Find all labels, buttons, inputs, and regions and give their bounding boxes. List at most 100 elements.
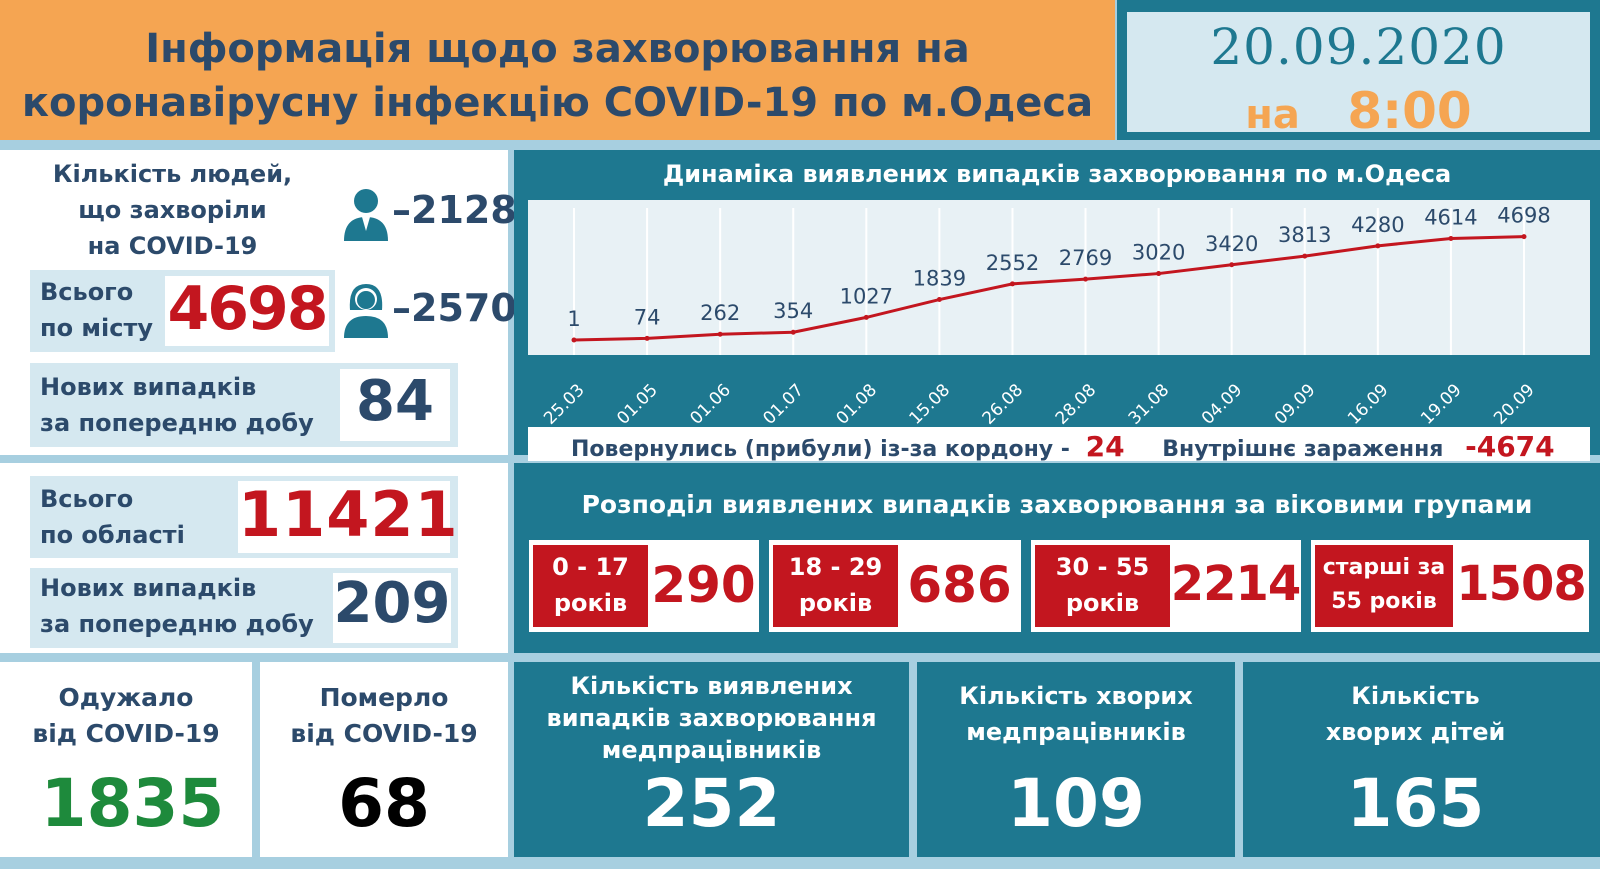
man-icon — [340, 185, 392, 241]
chart-tick-label: 20.09 — [1490, 380, 1539, 425]
city-new-label-line1: Нових випадків — [40, 373, 257, 401]
children-label-line1: Кількість — [1351, 682, 1480, 710]
import-row: Повернулись (прибули) із-за кордону - 24… — [571, 430, 1555, 463]
chart-point — [1302, 253, 1308, 259]
chart-title: Динаміка виявлених випадків захворювання… — [662, 160, 1452, 188]
age-group-label: 18 - 29 років — [773, 545, 898, 627]
chart-point — [1375, 243, 1381, 249]
internal-value: -4674 — [1465, 430, 1555, 463]
recovered-value: 1835 — [40, 765, 225, 842]
chart-data-label: 2769 — [1059, 246, 1112, 270]
returned-value: 24 — [1085, 430, 1125, 463]
header-title: Інформація щодо захворювання на коронаві… — [0, 22, 1115, 130]
sick-label-line1: Кількість людей, — [52, 160, 293, 188]
chart-data-label: 354 — [773, 299, 813, 323]
city-total-label-line1: Всього — [40, 278, 134, 306]
chart-point — [790, 329, 796, 335]
header-title-line2: коронавірусну інфекцію COVID-19 по м.Оде… — [21, 80, 1094, 126]
chart-point — [936, 297, 942, 303]
age-group-line2: років — [1065, 589, 1140, 617]
returned-label: Повернулись (прибули) із-за кордону - — [571, 437, 1070, 462]
medical-sick-value: 109 — [1007, 765, 1145, 842]
header-time: 8:00 — [1347, 82, 1472, 140]
age-title: Розподіл виявлених випадків захворювання… — [581, 490, 1533, 519]
city-new-value: 84 — [356, 369, 434, 434]
chart-tick-label: 19.09 — [1417, 380, 1466, 425]
age-group-line2: 55 років — [1331, 589, 1437, 614]
chart-point — [1448, 235, 1454, 241]
sick-label-line3: на COVID-19 — [87, 232, 258, 260]
region-total-label-line2: по області — [40, 521, 185, 549]
city-new-label-line2: за попередню добу — [40, 409, 314, 437]
region-new-label: Нових випадків за попередню добу — [40, 570, 314, 642]
chart-tick-label: 01.05 — [613, 380, 662, 425]
chart-tick-label: 28.08 — [1052, 380, 1101, 425]
children-label-line2: хворих дітей — [1325, 718, 1506, 746]
city-total-value: 4698 — [167, 274, 329, 344]
chart-data-label: 3020 — [1132, 241, 1185, 265]
children-value: 165 — [1346, 765, 1485, 842]
medical-cases-label-line1: Кількість виявлених — [570, 672, 853, 700]
header-date: 20.09.2020 — [1210, 18, 1507, 76]
chart-data-label: 3813 — [1278, 223, 1331, 247]
chart-point — [1009, 281, 1015, 287]
sick-label-line2: що захворіли — [78, 196, 267, 224]
chart-tick-label: 09.09 — [1271, 380, 1320, 425]
medical-cases-label-line3: медпрацівників — [601, 736, 822, 764]
children-panel — [1243, 662, 1600, 857]
age-group-line1: 30 - 55 — [1055, 553, 1150, 581]
died-label: Померло від COVID-19 — [260, 680, 508, 752]
medical-sick-panel — [917, 662, 1235, 857]
chart-tick-label: 26.08 — [979, 380, 1028, 425]
region-new-value: 209 — [333, 571, 451, 636]
medical-cases-value: 252 — [642, 765, 781, 842]
recovered-panel — [0, 662, 252, 857]
chart-plot-area — [528, 200, 1590, 355]
chart-data-label: 262 — [700, 301, 740, 325]
women-value: –2570 — [392, 286, 517, 330]
header-title-line1: Інформація щодо захворювання на — [145, 26, 970, 72]
city-total-value-box — [165, 276, 329, 346]
recovered-label: Одужало від COVID-19 — [0, 680, 252, 752]
sick-label: Кількість людей, що захворіли на COVID-1… — [40, 156, 305, 264]
region-new-label-line2: за попередню добу — [40, 610, 314, 638]
age-group-value: 290 — [651, 556, 756, 614]
chart-point — [644, 335, 650, 341]
age-group-label: 0 - 17 років — [533, 545, 648, 627]
chart-tick-label: 15.08 — [906, 380, 955, 425]
region-total-label: Всього по області — [40, 481, 185, 553]
medical-sick-label: Кількість хворих медпрацівників — [917, 678, 1235, 750]
medical-cases-label-line2: випадків захворювання — [546, 704, 877, 732]
chart-tick-label: 01.08 — [832, 380, 881, 425]
age-group-line1: старші за — [1322, 555, 1446, 580]
header-time-prefix: на — [1245, 92, 1300, 138]
medical-sick-label-line1: Кількість хворих — [959, 682, 1193, 710]
chart-data-label: 74 — [634, 305, 661, 329]
city-new-value-box — [340, 369, 450, 441]
import-bar — [528, 427, 1590, 461]
chart-data-label: 4614 — [1424, 205, 1477, 229]
men-value: –2128 — [392, 188, 517, 232]
city-total-label: Всього по місту — [40, 274, 153, 346]
chart-series-line — [573, 235, 1525, 342]
age-group-value: 1508 — [1456, 556, 1587, 612]
region-total-label-line1: Всього — [40, 485, 134, 513]
age-group-line2: років — [553, 589, 628, 617]
recovered-label-line2: від COVID-19 — [32, 719, 220, 748]
recovered-label-line1: Одужало — [58, 683, 194, 712]
chart-data-label: 2552 — [986, 251, 1039, 275]
chart-tick-label: 16.09 — [1344, 380, 1393, 425]
city-total-label-line2: по місту — [40, 314, 154, 342]
chart-tick-label: 01.06 — [686, 380, 735, 425]
age-group-line2: років — [798, 589, 873, 617]
region-total-value: 11421 — [238, 478, 459, 551]
chart-point — [1156, 271, 1162, 277]
died-value: 68 — [338, 765, 430, 842]
internal-label: Внутрішнє зараження — [1162, 437, 1444, 462]
header-title-panel — [0, 0, 1115, 140]
medical-cases-label: Кількість виявлених випадків захворюванн… — [514, 670, 909, 766]
chart-data-label: 1 — [567, 307, 580, 331]
header-date-inner — [1127, 12, 1590, 132]
chart-data-label: 1839 — [913, 267, 966, 291]
chart-point — [1083, 276, 1089, 282]
